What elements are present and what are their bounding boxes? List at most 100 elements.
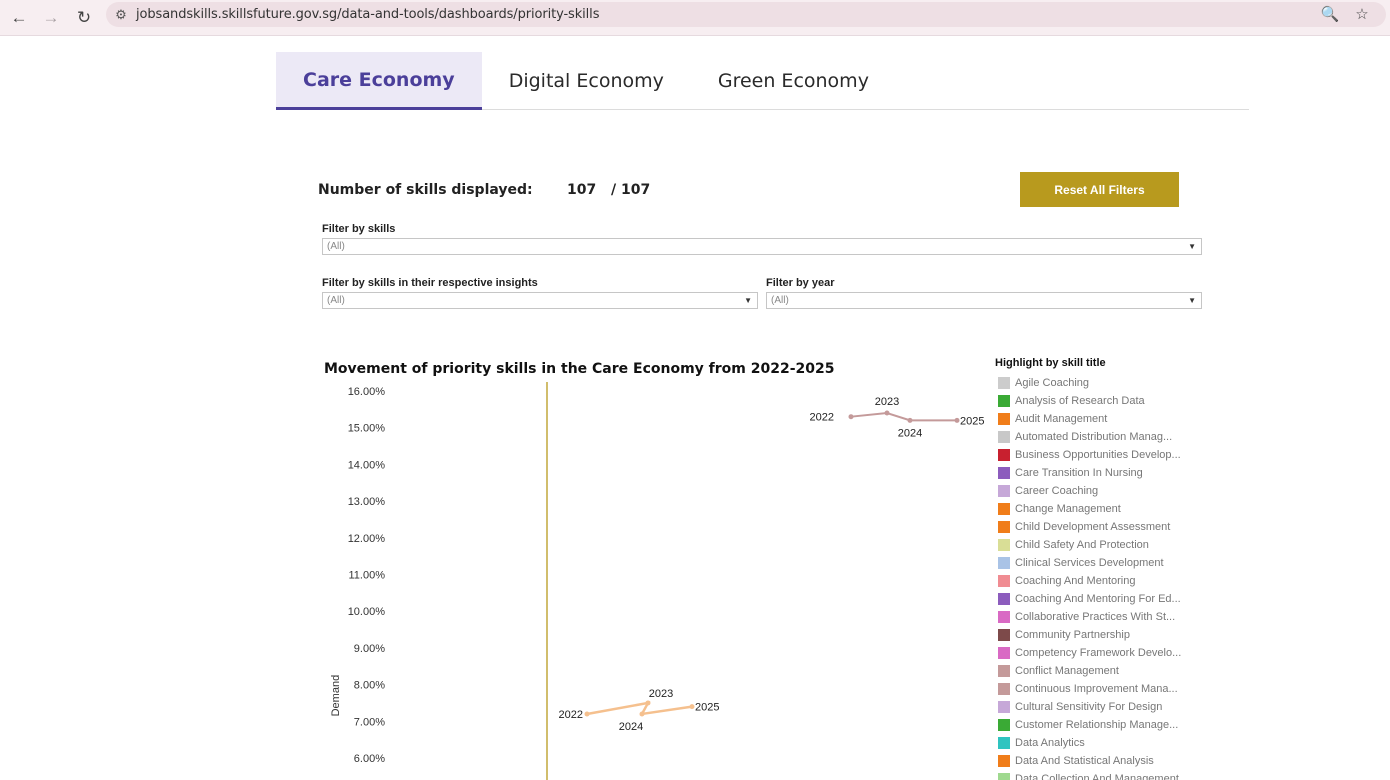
legend-swatch — [998, 467, 1010, 479]
data-point — [584, 711, 590, 717]
y-tick-label: 16.00% — [348, 386, 386, 398]
legend-swatch — [998, 521, 1010, 533]
legend-item[interactable]: Data Analytics — [998, 734, 1193, 752]
point-year-label: 2022 — [559, 709, 583, 721]
legend-item-label: Agile Coaching — [1015, 377, 1089, 389]
legend-item[interactable]: Customer Relationship Manage... — [998, 716, 1193, 734]
legend-item-label: Care Transition In Nursing — [1015, 467, 1143, 479]
legend-swatch — [998, 755, 1010, 767]
data-point — [689, 704, 695, 710]
legend-swatch — [998, 395, 1010, 407]
legend-item[interactable]: Business Opportunities Develop... — [998, 446, 1193, 464]
legend-item-label: Cultural Sensitivity For Design — [1015, 701, 1163, 713]
legend-item[interactable]: Cultural Sensitivity For Design — [998, 698, 1193, 716]
back-icon[interactable]: ← — [10, 8, 28, 27]
chevron-down-icon: ▼ — [1188, 296, 1196, 305]
legend-item[interactable]: Analysis of Research Data — [998, 392, 1193, 410]
legend-swatch — [998, 377, 1010, 389]
legend-item[interactable]: Change Management — [998, 500, 1193, 518]
y-tick-label: 13.00% — [348, 496, 386, 508]
url-text[interactable]: jobsandskills.skillsfuture.gov.sg/data-a… — [136, 7, 600, 22]
legend-swatch — [998, 431, 1010, 443]
point-year-label: 2022 — [810, 412, 834, 424]
y-tick-label: 7.00% — [354, 716, 385, 728]
filter-skills-dropdown[interactable]: (All) ▼ — [322, 238, 1202, 255]
y-tick-label: 6.00% — [354, 753, 385, 765]
legend-swatch — [998, 449, 1010, 461]
chevron-down-icon: ▼ — [1188, 242, 1196, 251]
skills-displayed-count: 107 — [567, 182, 597, 198]
point-year-label: 2025 — [960, 415, 984, 427]
filter-insights-dropdown[interactable]: (All) ▼ — [322, 292, 758, 309]
y-tick-label: 8.00% — [354, 680, 385, 692]
legend-swatch — [998, 611, 1010, 623]
legend-item[interactable]: Care Transition In Nursing — [998, 464, 1193, 482]
legend-item[interactable]: Data And Statistical Analysis — [998, 752, 1193, 770]
legend-item[interactable]: Community Partnership — [998, 626, 1193, 644]
legend-item[interactable]: Career Coaching — [998, 482, 1193, 500]
legend-item[interactable]: Child Development Assessment — [998, 518, 1193, 536]
data-point — [645, 700, 651, 706]
legend-item-label: Conflict Management — [1015, 665, 1119, 677]
legend-item-label: Collaborative Practices With St... — [1015, 611, 1176, 623]
priority-skills-chart: 16.00% 15.00% 14.00% 13.00% 12.00% 11.00% 10.0… — [330, 382, 984, 780]
y-axis-label: Demand — [330, 675, 342, 717]
legend-item-label: Automated Distribution Manag... — [1015, 431, 1173, 443]
legend-item[interactable]: Coaching And Mentoring — [998, 572, 1193, 590]
legend-title: Highlight by skill title — [995, 357, 1106, 369]
filter-year-value: (All) — [771, 295, 789, 306]
legend-item-label: Clinical Services Development — [1015, 557, 1164, 569]
legend-swatch — [998, 593, 1010, 605]
skills-total-count: / 107 — [611, 182, 651, 198]
y-tick-label: 12.00% — [348, 533, 386, 545]
bookmark-star-icon[interactable]: ☆ — [1355, 6, 1369, 23]
legend-item[interactable]: Coaching And Mentoring For Ed... — [998, 590, 1193, 608]
legend-item-label: Analysis of Research Data — [1015, 395, 1145, 407]
tab-digital-economy[interactable]: Digital Economy — [508, 70, 664, 92]
skill-legend: Agile Coaching Analysis of Research Data A… — [998, 374, 1193, 780]
legend-item-label: Business Opportunities Develop... — [1015, 449, 1181, 461]
legend-item[interactable]: Automated Distribution Manag... — [998, 428, 1193, 446]
forward-icon[interactable]: → — [42, 8, 60, 27]
legend-item-label: Coaching And Mentoring For Ed... — [1015, 593, 1181, 605]
legend-item[interactable]: Audit Management — [998, 410, 1193, 428]
chart-title: Movement of priority skills in the Care … — [324, 361, 835, 377]
legend-swatch — [998, 737, 1010, 749]
data-point — [639, 711, 645, 717]
site-info-icon[interactable]: ⚙ — [115, 6, 127, 22]
legend-swatch — [998, 575, 1010, 587]
tab-green-economy[interactable]: Green Economy — [717, 70, 869, 92]
reload-icon[interactable]: ↻ — [76, 8, 92, 27]
legend-item[interactable]: Continuous Improvement Mana... — [998, 680, 1193, 698]
y-tick-label: 10.00% — [348, 606, 386, 618]
legend-swatch — [998, 485, 1010, 497]
legend-item-label: Data And Statistical Analysis — [1015, 755, 1154, 767]
legend-item-label: Competency Framework Develo... — [1015, 647, 1182, 659]
filter-year-dropdown[interactable]: (All) ▼ — [766, 292, 1202, 309]
reset-all-filters-button[interactable]: Reset All Filters — [1020, 172, 1179, 207]
legend-item-label: Child Development Assessment — [1015, 521, 1171, 533]
legend-item[interactable]: Agile Coaching — [998, 374, 1193, 392]
legend-item[interactable]: Child Safety And Protection — [998, 536, 1193, 554]
legend-item[interactable]: Clinical Services Development — [998, 554, 1193, 572]
skills-count-label: Number of skills displayed: — [318, 182, 533, 198]
y-tick-label: 11.00% — [349, 570, 386, 582]
legend-item[interactable]: Conflict Management — [998, 662, 1193, 680]
address-bar[interactable]: ⚙ jobsandskills.skillsfuture.gov.sg/data… — [106, 2, 1386, 27]
filter-skills-value: (All) — [327, 241, 345, 252]
legend-item-label: Data Collection And Management — [1015, 773, 1179, 780]
legend-item[interactable]: Competency Framework Develo... — [998, 644, 1193, 662]
legend-swatch — [998, 539, 1010, 551]
filter-skills-label: Filter by skills — [322, 223, 396, 235]
series-line — [850, 412, 957, 422]
legend-swatch — [998, 683, 1010, 695]
legend-item-label: Change Management — [1015, 503, 1121, 515]
legend-item[interactable]: Collaborative Practices With St... — [998, 608, 1193, 626]
legend-item-label: Community Partnership — [1015, 629, 1130, 641]
filter-insights-value: (All) — [327, 295, 345, 306]
legend-swatch — [998, 629, 1010, 641]
zoom-icon[interactable]: 🔍 — [1320, 6, 1340, 23]
legend-item[interactable]: Data Collection And Management — [998, 770, 1193, 780]
legend-swatch — [998, 647, 1010, 659]
tab-care-economy[interactable]: Care Economy — [276, 52, 482, 110]
